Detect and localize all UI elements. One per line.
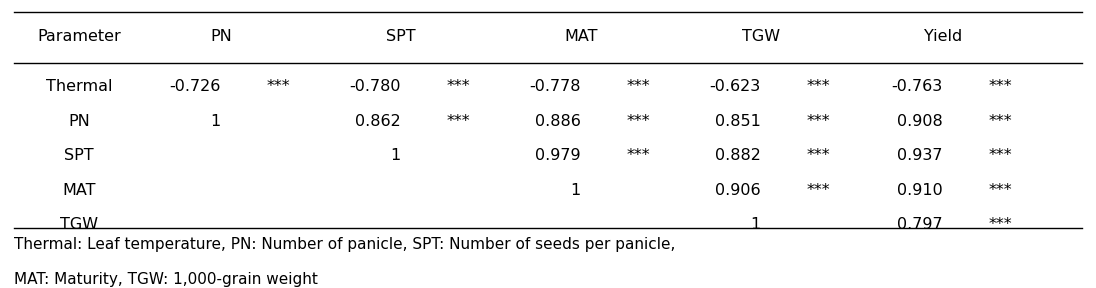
Text: 0.886: 0.886 bbox=[535, 114, 581, 129]
Text: ***: *** bbox=[807, 114, 830, 129]
Text: ***: *** bbox=[807, 79, 830, 94]
Text: 1: 1 bbox=[570, 183, 581, 198]
Text: -0.778: -0.778 bbox=[529, 79, 581, 94]
Text: 0.910: 0.910 bbox=[897, 183, 943, 198]
Text: ***: *** bbox=[989, 114, 1013, 129]
Text: 0.906: 0.906 bbox=[715, 183, 761, 198]
Text: 0.979: 0.979 bbox=[535, 148, 581, 163]
Text: ***: *** bbox=[627, 114, 650, 129]
Text: 0.908: 0.908 bbox=[897, 114, 943, 129]
Text: ***: *** bbox=[989, 79, 1013, 94]
Text: PN: PN bbox=[210, 29, 231, 43]
Text: ***: *** bbox=[446, 114, 470, 129]
Text: TGW: TGW bbox=[742, 29, 779, 43]
Text: Thermal: Thermal bbox=[46, 79, 113, 94]
Text: ***: *** bbox=[807, 148, 830, 163]
Text: ***: *** bbox=[989, 217, 1013, 232]
Text: SPT: SPT bbox=[65, 148, 94, 163]
Text: 1: 1 bbox=[390, 148, 401, 163]
Text: Thermal: Leaf temperature, PN: Number of panicle, SPT: Number of seeds per panic: Thermal: Leaf temperature, PN: Number of… bbox=[13, 237, 675, 252]
Text: ***: *** bbox=[266, 79, 290, 94]
Text: 0.937: 0.937 bbox=[898, 148, 943, 163]
Text: ***: *** bbox=[989, 148, 1013, 163]
Text: 0.882: 0.882 bbox=[715, 148, 761, 163]
Text: 0.851: 0.851 bbox=[715, 114, 761, 129]
Text: 0.862: 0.862 bbox=[355, 114, 401, 129]
Text: TGW: TGW bbox=[60, 217, 99, 232]
Text: PN: PN bbox=[68, 114, 90, 129]
Text: ***: *** bbox=[627, 148, 650, 163]
Text: ***: *** bbox=[807, 183, 830, 198]
Text: -0.623: -0.623 bbox=[709, 79, 761, 94]
Text: Yield: Yield bbox=[924, 29, 962, 43]
Text: -0.763: -0.763 bbox=[891, 79, 943, 94]
Text: ***: *** bbox=[446, 79, 470, 94]
Text: -0.726: -0.726 bbox=[170, 79, 221, 94]
Text: 1: 1 bbox=[210, 114, 221, 129]
Text: MAT: MAT bbox=[62, 183, 95, 198]
Text: MAT: MAT bbox=[564, 29, 597, 43]
Text: 1: 1 bbox=[751, 217, 761, 232]
Text: ***: *** bbox=[627, 79, 650, 94]
Text: 0.797: 0.797 bbox=[898, 217, 943, 232]
Text: -0.780: -0.780 bbox=[350, 79, 401, 94]
Text: MAT: Maturity, TGW: 1,000-grain weight: MAT: Maturity, TGW: 1,000-grain weight bbox=[13, 272, 318, 287]
Text: SPT: SPT bbox=[386, 29, 415, 43]
Text: ***: *** bbox=[989, 183, 1013, 198]
Text: Parameter: Parameter bbox=[37, 29, 121, 43]
